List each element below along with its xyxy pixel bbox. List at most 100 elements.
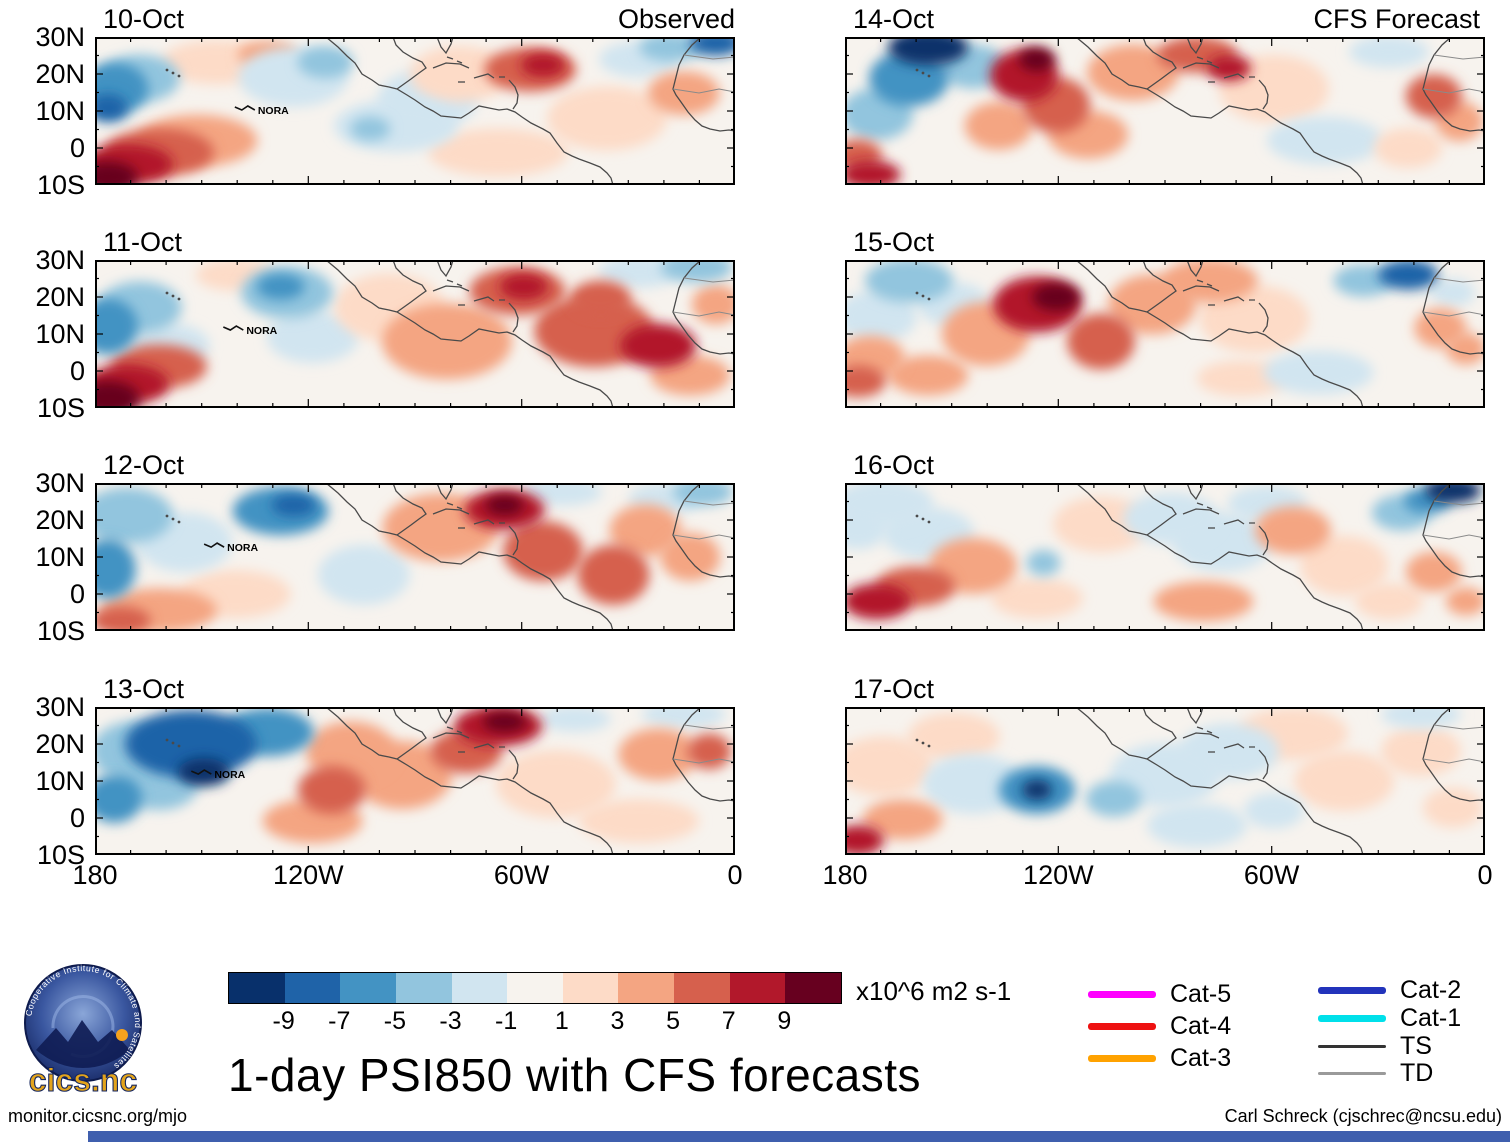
anomaly-blob (1294, 751, 1395, 811)
legend-label-Cat-4: Cat-4 (1170, 1012, 1232, 1040)
coastline-path (436, 37, 454, 55)
map-canvas (844, 259, 1486, 409)
anomaly-blob (1300, 535, 1389, 596)
storm-label: NORA (246, 325, 277, 337)
coastline-path (1142, 707, 1177, 760)
panel-date-16-Oct: 16-Oct (853, 450, 935, 480)
column-header-forecast: CFS Forecast (1313, 4, 1480, 34)
coastline-path (432, 508, 470, 515)
anomaly-blob (95, 538, 136, 599)
anomaly-blob (1019, 47, 1055, 72)
coastline-path (1142, 37, 1177, 90)
anomaly-blob (95, 381, 140, 408)
anomaly-blob (1381, 726, 1461, 777)
legend-line-swatch-Cat-5 (1088, 990, 1156, 998)
hawaii-island-dot (165, 738, 169, 742)
hawaii-island-dot (171, 517, 175, 521)
hawaii-island-dot (927, 744, 931, 748)
panel-border (845, 260, 1485, 408)
anomaly-blob (660, 533, 721, 581)
coastline-path (1196, 279, 1213, 287)
x-axis-label: 0 (727, 860, 743, 890)
coastlines (165, 483, 735, 631)
coastline-path (1182, 508, 1220, 515)
coastline-path (1186, 260, 1204, 278)
y-axis-label: 30N (35, 692, 85, 722)
hawaii-island-dot (921, 741, 925, 745)
anomaly-blob (1123, 492, 1220, 545)
anomaly-blob (579, 799, 699, 843)
map-canvas: NORA (94, 36, 736, 186)
coastline-path (325, 37, 614, 185)
coastline-path (432, 285, 470, 292)
anomaly-blob (1022, 779, 1052, 800)
column-header-observed: Observed (617, 4, 735, 34)
anomaly-blob (641, 707, 726, 729)
country-borders (672, 500, 735, 540)
coastline-path (1422, 37, 1485, 132)
y-axis-label: 10N (35, 319, 85, 349)
coastline-path (1075, 260, 1364, 408)
anomaly-blob (964, 101, 1033, 150)
colorbar-tick-label: 7 (721, 1007, 736, 1035)
anomaly-blob (1255, 506, 1331, 555)
anomaly-blob (297, 46, 354, 79)
anomaly-field (95, 37, 735, 185)
anomaly-blob (1405, 551, 1462, 592)
legend-line-swatch-Cat-1 (1318, 1014, 1386, 1022)
map-panel-13-Oct: NORA (94, 706, 736, 856)
panel-border (95, 37, 735, 185)
anomaly-blob (845, 290, 917, 343)
anomaly-blob (95, 487, 173, 544)
colorbar (228, 972, 842, 1004)
anomaly-blob (428, 128, 569, 177)
y-axis-label: 30N (35, 22, 85, 52)
coastline-path (473, 296, 505, 302)
anomaly-blob (1431, 278, 1475, 307)
map-canvas (844, 706, 1486, 856)
coastline-path (1075, 483, 1364, 631)
anomaly-blob (845, 160, 901, 185)
map-panel-14-Oct (844, 36, 1486, 186)
bottom-bar (88, 1131, 1510, 1142)
hawaii-island-dot (915, 291, 919, 295)
coastline-path (392, 707, 427, 760)
colorbar-tick-label: -1 (495, 1007, 518, 1035)
coastline-path (508, 749, 519, 780)
anomaly-blob (256, 273, 305, 300)
anomaly-blob (539, 707, 611, 732)
hawaii-island-dot (927, 297, 931, 301)
coastline-path (392, 37, 427, 90)
anomaly-blob (482, 711, 527, 732)
anomaly-blob (888, 37, 969, 66)
coastline-path (1182, 62, 1220, 69)
coastline-path (1142, 260, 1177, 313)
x-axis-label: 60W (493, 860, 550, 890)
anomaly-blob (660, 260, 733, 283)
colorbar-segment (562, 973, 619, 1003)
anomaly-blob (1263, 350, 1374, 395)
coastline-path (672, 707, 735, 802)
anomaly-blob (266, 311, 359, 363)
coastline-path (1422, 260, 1485, 355)
coastline-path (446, 56, 463, 64)
storm-track (191, 769, 212, 775)
map-canvas (844, 36, 1486, 186)
colorbar-tick-label: -5 (383, 1007, 407, 1035)
panel-border (845, 37, 1485, 185)
coastline-path (1186, 483, 1204, 501)
coastline-path (1422, 483, 1485, 578)
x-axis-label: 0 (1477, 860, 1493, 890)
coastline-path (672, 260, 735, 355)
logo-wordmark: cics.nc (28, 1061, 138, 1098)
anomaly-blob (1199, 285, 1310, 354)
panel-date-12-Oct: 12-Oct (103, 450, 185, 480)
coastline-path (1142, 483, 1177, 536)
colorbar-tick-label: 9 (777, 1007, 792, 1035)
country-borders (672, 277, 735, 317)
legend-label-Cat-1: Cat-1 (1400, 1004, 1462, 1032)
logo-mountains (36, 1020, 130, 1068)
map-canvas (844, 482, 1486, 632)
coastlines (915, 707, 1485, 855)
